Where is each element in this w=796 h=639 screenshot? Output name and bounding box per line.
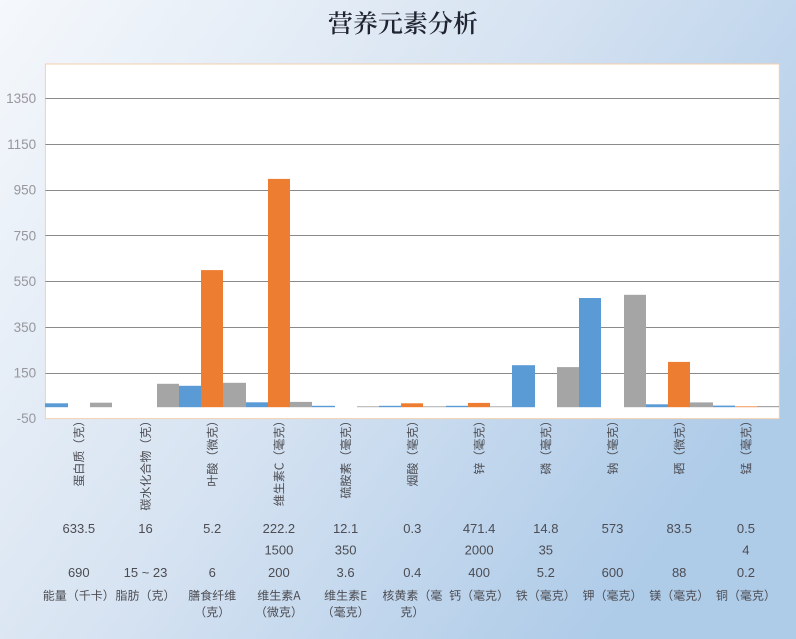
svg-text:633.5: 633.5 — [63, 521, 96, 536]
svg-text:35: 35 — [539, 542, 553, 557]
svg-text:12.1: 12.1 — [333, 521, 358, 536]
svg-text:1350: 1350 — [6, 91, 36, 106]
svg-text:1500: 1500 — [264, 542, 293, 557]
svg-text:1150: 1150 — [7, 137, 36, 152]
svg-text:950: 950 — [14, 183, 37, 198]
svg-text:0.2: 0.2 — [737, 565, 755, 580]
svg-text:6: 6 — [209, 565, 216, 580]
svg-text:690: 690 — [68, 565, 90, 580]
svg-text:0.3: 0.3 — [403, 521, 421, 536]
svg-text:550: 550 — [14, 274, 37, 289]
svg-text:222.2: 222.2 — [263, 521, 296, 536]
svg-text:14.8: 14.8 — [533, 521, 558, 536]
svg-text:83.5: 83.5 — [667, 521, 692, 536]
svg-text:600: 600 — [602, 565, 624, 580]
svg-text:3.6: 3.6 — [337, 565, 355, 580]
svg-text:5.2: 5.2 — [537, 565, 555, 580]
svg-text:150: 150 — [14, 366, 37, 381]
svg-text:88: 88 — [672, 565, 686, 580]
svg-text:0.4: 0.4 — [403, 565, 421, 580]
svg-text:573: 573 — [602, 521, 624, 536]
svg-text:4: 4 — [742, 542, 749, 557]
svg-text:0.5: 0.5 — [737, 521, 755, 536]
svg-text:-50: -50 — [17, 411, 37, 426]
svg-text:2000: 2000 — [465, 542, 494, 557]
svg-text:5.2: 5.2 — [203, 521, 221, 536]
svg-text:350: 350 — [14, 320, 37, 335]
svg-text:200: 200 — [268, 565, 290, 580]
svg-text:471.4: 471.4 — [463, 521, 496, 536]
svg-text:400: 400 — [468, 565, 490, 580]
svg-text:16: 16 — [138, 521, 152, 536]
svg-text:15 ~ 23: 15 ~ 23 — [124, 565, 168, 580]
svg-text:350: 350 — [335, 542, 357, 557]
svg-text:750: 750 — [14, 228, 37, 243]
